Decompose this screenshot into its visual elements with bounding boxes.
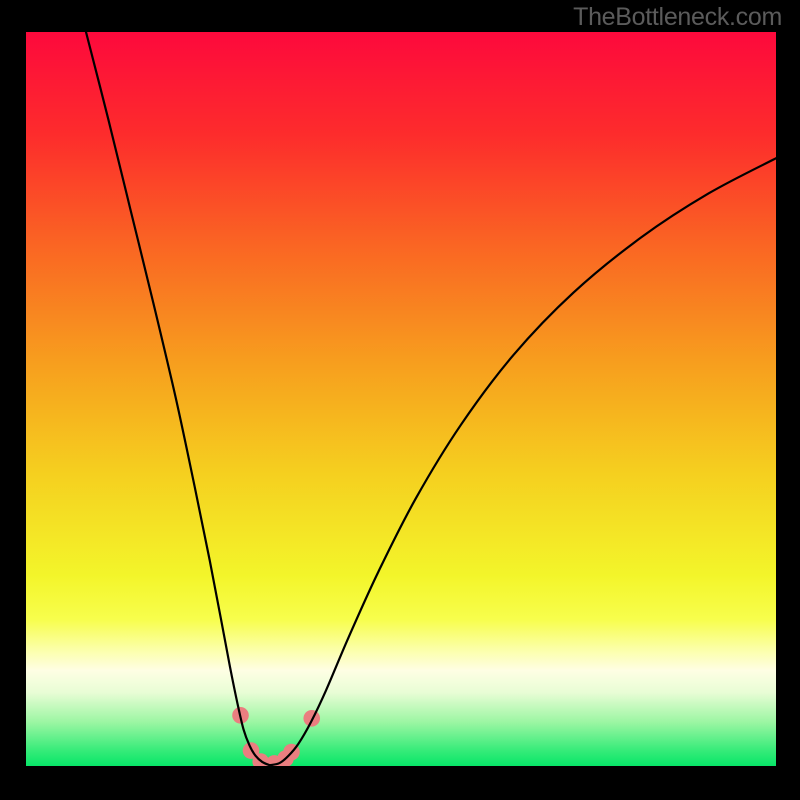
plot-area — [26, 32, 776, 766]
watermark-text: TheBottleneck.com — [573, 3, 782, 32]
curve-right — [270, 158, 776, 765]
curve-left — [86, 32, 270, 765]
chart-frame — [0, 0, 800, 800]
curve-layer — [26, 32, 776, 766]
